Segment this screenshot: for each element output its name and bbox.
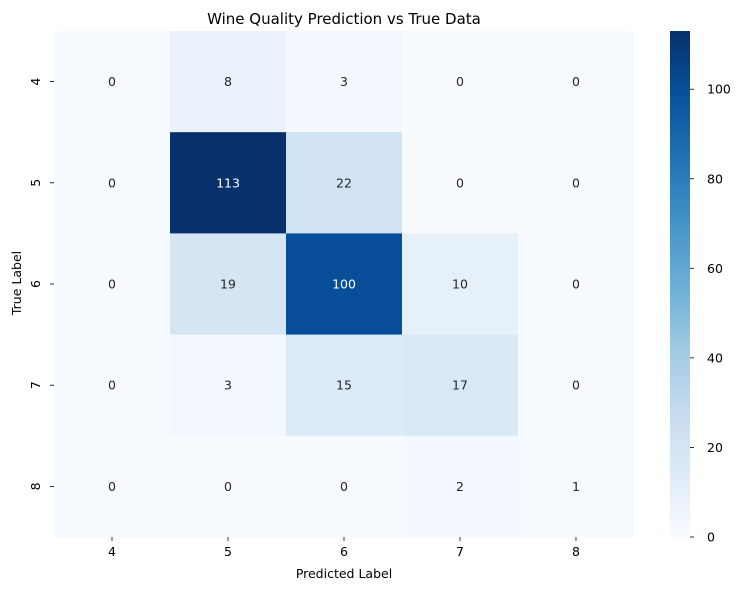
x-tick-label: 7	[456, 544, 464, 559]
cell-value: 10	[452, 277, 468, 292]
cell-value: 0	[108, 479, 116, 494]
chart-title: Wine Quality Prediction vs True Data	[207, 10, 481, 28]
x-tick-label: 8	[572, 544, 580, 559]
colorbar-tick-label: 100	[707, 82, 731, 97]
colorbar-tick-label: 40	[707, 350, 723, 365]
cell-annotations: 0 8 3 0 00 113 22 0 00 19 100 10 00 3 15 17 00 0 0 2 1	[108, 74, 580, 494]
heatmap-cell	[518, 31, 635, 133]
heatmap-cell	[402, 435, 519, 538]
heatmap-cell	[402, 233, 519, 336]
heatmap-cell	[518, 233, 635, 336]
heatmap-cell	[170, 435, 287, 538]
heatmap-cell	[286, 31, 403, 133]
cell-value: 19	[220, 277, 236, 292]
y-tick-label: 8	[28, 482, 43, 490]
heatmap-cell	[54, 435, 171, 538]
cell-value: 1	[572, 479, 580, 494]
cell-value: 17	[452, 378, 468, 393]
cell-value: 22	[336, 175, 352, 190]
heatmap-cell	[170, 31, 287, 133]
heatmap-cell	[286, 435, 403, 538]
heatmap-cell	[170, 334, 287, 437]
y-tick-label: 5	[28, 179, 43, 187]
heatmap-cell	[54, 132, 171, 234]
y-axis-ticks: 4 5 6 7 8	[28, 78, 54, 490]
colorbar-tick-label: 20	[707, 440, 723, 455]
cell-value: 0	[108, 378, 116, 393]
heatmap-cell	[286, 233, 403, 336]
heatmap-cell	[518, 132, 635, 234]
heatmap-cell	[54, 334, 171, 437]
cell-value: 0	[108, 74, 116, 89]
cell-value: 0	[572, 378, 580, 393]
heatmap-cell	[54, 233, 171, 336]
y-tick-label: 7	[28, 381, 43, 389]
y-tick-label: 4	[28, 78, 43, 86]
cell-value: 2	[456, 479, 464, 494]
heatmap-cell	[518, 334, 635, 437]
heatmap-cell	[170, 132, 287, 234]
heatmap-cell	[402, 132, 519, 234]
heatmap-cell	[54, 31, 171, 133]
heatmap-cell	[518, 435, 635, 538]
heatmap-cell	[402, 334, 519, 437]
cell-value: 3	[224, 378, 232, 393]
cell-value: 3	[340, 74, 348, 89]
x-tick-label: 6	[340, 544, 348, 559]
cell-value: 0	[108, 175, 116, 190]
colorbar-tick-label: 80	[707, 171, 723, 186]
cell-value: 8	[224, 74, 232, 89]
colorbar-ticks: 0 20 40 60 80 100	[690, 82, 731, 545]
cell-value: 15	[336, 378, 352, 393]
heatmap-cell	[286, 132, 403, 234]
cell-value: 0	[340, 479, 348, 494]
colorbar-tick-label: 0	[707, 530, 715, 545]
y-axis-label: True Label	[9, 251, 24, 316]
cell-value: 113	[216, 175, 240, 190]
x-tick-label: 5	[224, 544, 232, 559]
colorbar	[670, 31, 690, 537]
cell-value: 0	[456, 175, 464, 190]
colorbar-tick-label: 60	[707, 261, 723, 276]
cell-value: 0	[224, 479, 232, 494]
heatmap-cells	[54, 31, 635, 538]
cell-value: 0	[572, 277, 580, 292]
heatmap-cell	[286, 334, 403, 437]
cell-value: 0	[572, 175, 580, 190]
cell-value: 100	[332, 277, 356, 292]
heatmap-cell	[402, 31, 519, 133]
heatmap-cell	[170, 233, 287, 336]
x-axis-label: Predicted Label	[296, 566, 392, 581]
cell-value: 0	[456, 74, 464, 89]
y-tick-label: 6	[28, 280, 43, 288]
cell-value: 0	[108, 277, 116, 292]
x-axis-ticks: 4 5 6 7 8	[108, 537, 580, 559]
cell-value: 0	[572, 74, 580, 89]
x-tick-label: 4	[108, 544, 116, 559]
